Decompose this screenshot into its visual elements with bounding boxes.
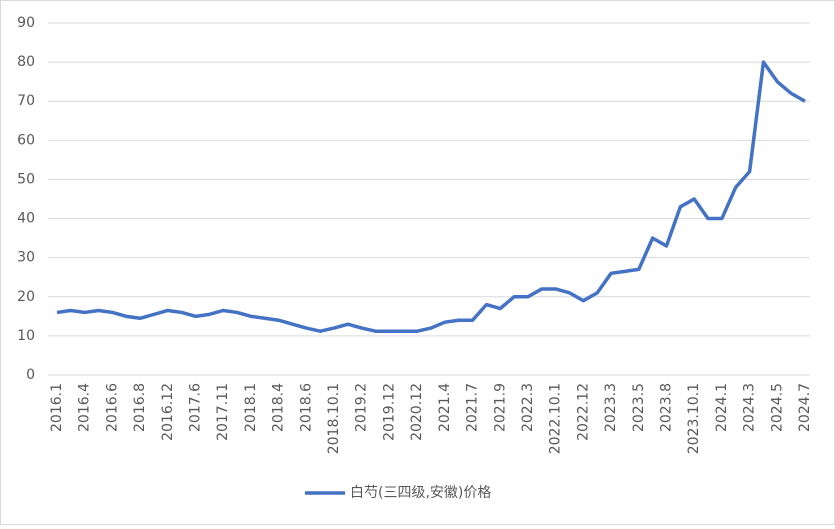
x-tick-label: 2018.4 <box>271 383 287 432</box>
x-tick-label: 2018.1 <box>243 383 259 432</box>
x-tick-label: 2023.10.1 <box>686 383 702 454</box>
legend-label: 白芍(三四级,安徽)价格 <box>350 485 491 501</box>
x-tick-label: 2022.10.1 <box>548 383 564 454</box>
x-tick-label: 2016.1 <box>49 383 65 432</box>
x-tick-label: 2024.1 <box>714 383 730 432</box>
x-tick-label: 2017.6 <box>188 383 204 432</box>
x-tick-label: 2023.3 <box>603 383 619 432</box>
x-tick-label: 2018.10.1 <box>326 383 342 454</box>
y-tick-label: 60 <box>17 132 35 148</box>
y-tick-label: 50 <box>17 171 35 187</box>
y-tick-label: 20 <box>17 289 35 305</box>
x-tick-label: 2019.12 <box>381 383 397 441</box>
y-tick-label: 70 <box>17 93 35 109</box>
x-tick-label: 2016.8 <box>132 383 148 432</box>
x-tick-label: 2021.4 <box>437 383 453 432</box>
y-tick-label: 0 <box>26 367 35 383</box>
line <box>56 60 806 333</box>
x-tick-label: 2021.7 <box>465 383 481 432</box>
y-tick-label: 80 <box>17 54 35 70</box>
x-tick-label: 2021.9 <box>492 383 508 432</box>
x-tick-label: 2017.11 <box>215 383 231 441</box>
y-tick-label: 90 <box>17 15 35 31</box>
x-tick-label: 2024.5 <box>769 383 785 432</box>
x-tick-label: 2020.12 <box>409 383 425 441</box>
y-tick-label: 10 <box>17 328 35 344</box>
x-tick-label: 2023.5 <box>631 383 647 432</box>
x-tick-label: 2022.12 <box>575 383 591 441</box>
y-tick-label: 40 <box>17 211 35 227</box>
x-tick-label: 2018.6 <box>298 383 314 432</box>
x-tick-label: 2016.12 <box>160 383 176 441</box>
x-tick-label: 2024.7 <box>797 383 813 432</box>
x-tick-label: 2019.2 <box>354 383 370 432</box>
x-tick-label: 2022.3 <box>520 383 536 432</box>
x-tick-label: 2016.6 <box>104 383 120 432</box>
y-tick-label: 30 <box>17 250 35 266</box>
x-tick-label: 2016.4 <box>77 383 93 432</box>
x-tick-label: 2023.8 <box>658 383 674 432</box>
x-tick-label: 2024.3 <box>742 383 758 432</box>
